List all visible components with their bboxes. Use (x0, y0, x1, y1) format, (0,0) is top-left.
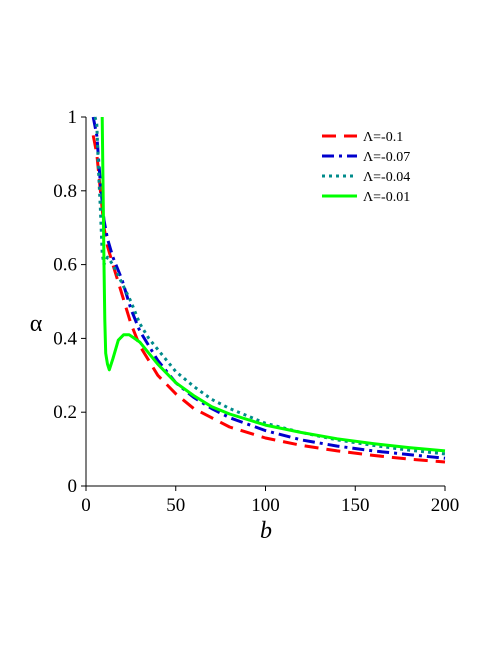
x-axis-label: b (260, 518, 272, 544)
legend-label-2: Λ=-0.07 (363, 150, 410, 165)
x-tick-label: 150 (341, 495, 370, 516)
ticks: 0 50 100 150 200 0 0.2 0.4 0.6 0.8 1 (53, 107, 459, 516)
y-tick-label: 0.2 (53, 402, 77, 423)
y-tick-label: 0.4 (53, 328, 77, 349)
x-tick-label: 50 (166, 495, 185, 516)
y-tick-label: 0 (68, 476, 78, 497)
x-tick-label: 200 (431, 495, 460, 516)
y-tick-label: 0.8 (53, 181, 77, 202)
series-line-3 (93, 116, 446, 456)
legend-label-3: Λ=-0.04 (363, 170, 410, 185)
y-tick-label: 0.6 (53, 255, 77, 276)
series-line-2 (91, 116, 446, 460)
series-line-4 (100, 116, 446, 453)
x-tick-label: 100 (251, 495, 280, 516)
legend-label-4: Λ=-0.01 (363, 190, 410, 205)
legend: Λ=-0.1 Λ=-0.07 Λ=-0.04 Λ=-0.01 (322, 130, 410, 205)
legend-label-1: Λ=-0.1 (363, 130, 403, 145)
y-axis-label: α (30, 311, 43, 337)
curves (91, 116, 446, 464)
y-tick-label: 1 (68, 107, 78, 128)
x-tick-label: 0 (81, 495, 91, 516)
